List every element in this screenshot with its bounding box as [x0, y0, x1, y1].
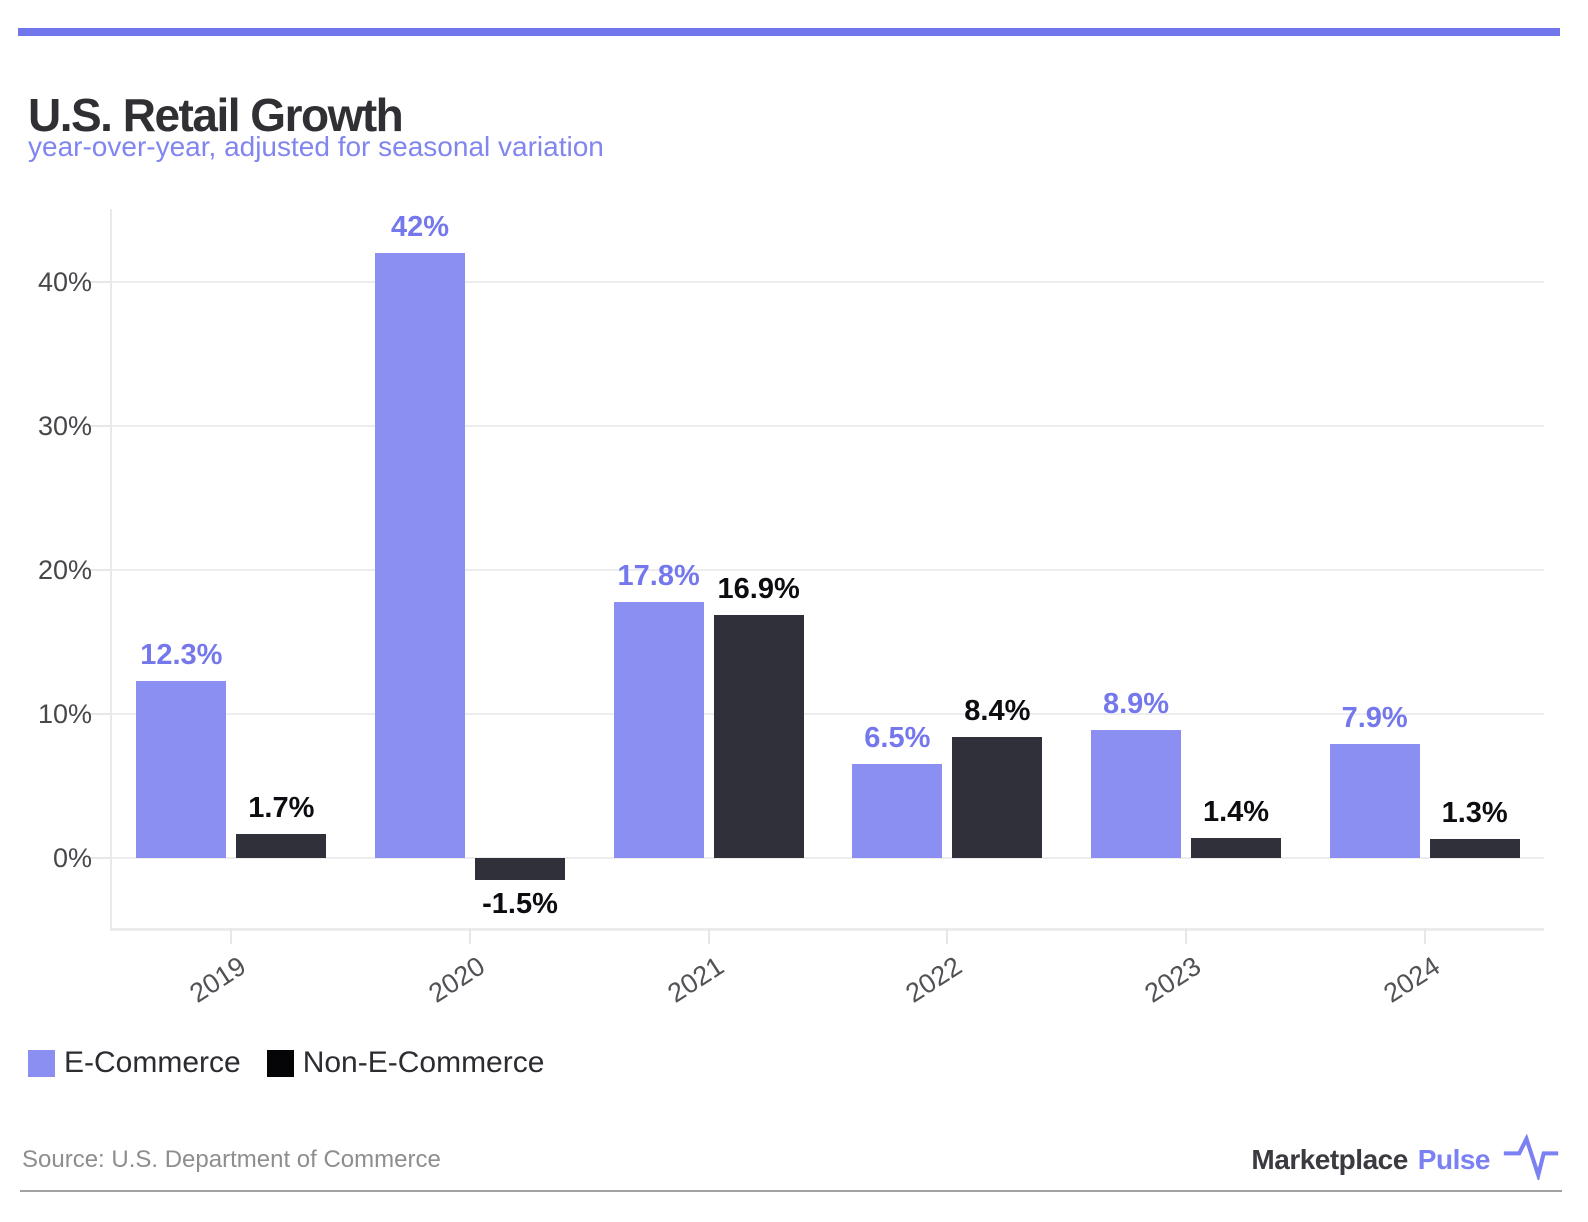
brand-suffix: Pulse — [1417, 1143, 1491, 1175]
x-axis-label-2021: 2021 — [662, 950, 729, 1009]
bar-e-commerce-2024[interactable] — [1329, 744, 1420, 858]
legend: E-Commerce Non-E-Commerce — [28, 1046, 544, 1080]
gridline-20% — [112, 569, 1544, 571]
value-label-e-commerce-2019: 12.3% — [140, 638, 223, 671]
bar-non-e-commerce-2022[interactable] — [952, 737, 1043, 858]
y-axis-label-20%: 20% — [37, 555, 92, 585]
bar-non-e-commerce-2020[interactable] — [475, 858, 565, 880]
y-axis-tick-40% — [88, 281, 110, 283]
x-axis-label-2022: 2022 — [900, 950, 968, 1009]
page-title: U.S. Retail Growth — [28, 88, 404, 141]
legend-item-e-commerce[interactable]: E-Commerce — [28, 1046, 241, 1080]
x-axis-label-2020: 2020 — [423, 950, 491, 1009]
value-label-e-commerce-2021: 17.8% — [617, 559, 700, 592]
value-label-non-e-commerce-2020: -1.5% — [482, 887, 558, 920]
bar-e-commerce-2020[interactable] — [375, 253, 465, 858]
y-axis-tick-10% — [88, 713, 110, 715]
brand-logo: Marketplace Pulse — [1251, 1133, 1560, 1185]
legend-swatch-icon — [28, 1049, 55, 1077]
gridline-10% — [112, 713, 1544, 715]
y-axis-tick-30% — [88, 425, 110, 427]
value-label-non-e-commerce-2023: 1.4% — [1202, 795, 1270, 828]
value-label-e-commerce-2023: 8.9% — [1102, 687, 1170, 720]
bar-non-e-commerce-2023[interactable] — [1191, 837, 1281, 858]
x-axis-tick-2024 — [1423, 928, 1426, 944]
source-note: Source: U.S. Department of Commerce — [22, 1146, 441, 1173]
y-axis-tick-0% — [88, 857, 110, 859]
legend-label: Non-E-Commerce — [302, 1046, 545, 1079]
y-axis-label-30%: 30% — [37, 411, 92, 441]
bar-e-commerce-2023[interactable] — [1091, 729, 1181, 858]
x-axis-label-2023: 2023 — [1139, 950, 1207, 1009]
x-axis-tick-2022 — [946, 928, 949, 944]
bar-non-e-commerce-2019[interactable] — [236, 833, 327, 858]
gridline-30% — [112, 425, 1544, 427]
value-label-e-commerce-2024: 7.9% — [1341, 702, 1408, 735]
y-axis-label-0%: 0% — [52, 843, 92, 873]
x-axis-tick-2020 — [469, 928, 471, 944]
x-axis-tick-2021 — [707, 928, 710, 944]
pulse-heartbeat-icon — [1502, 1133, 1560, 1185]
accent-bar — [18, 28, 1560, 36]
legend-swatch-icon — [266, 1049, 294, 1077]
bar-e-commerce-2019[interactable] — [136, 680, 227, 858]
value-label-e-commerce-2020: 42% — [390, 211, 450, 244]
value-label-non-e-commerce-2022: 8.4% — [964, 695, 1031, 728]
footer-divider — [20, 1190, 1562, 1192]
value-label-non-e-commerce-2021: 16.9% — [717, 572, 800, 605]
y-axis-label-40%: 40% — [37, 267, 92, 297]
gridline-0% — [112, 857, 1544, 859]
plot-area: 0% 10% 20% 30% 40% 12.3% 1.7% 2019 42% -1.5% 2020 1… — [38, 209, 1544, 1009]
x-axis-label-2024: 2024 — [1378, 950, 1445, 1009]
value-label-non-e-commerce-2019: 1.7% — [248, 791, 315, 824]
bar-non-e-commerce-2024[interactable] — [1429, 839, 1520, 858]
y-axis-label-10%: 10% — [37, 699, 92, 729]
bar-e-commerce-2021[interactable] — [613, 601, 704, 858]
gridline-40% — [112, 281, 1544, 283]
legend-item-non-e-commerce[interactable]: Non-E-Commerce — [266, 1046, 545, 1080]
x-axis-tick-2023 — [1185, 928, 1187, 944]
x-axis-tick-2019 — [230, 928, 233, 944]
legend-label: E-Commerce — [64, 1046, 241, 1079]
x-axis-label-2019: 2019 — [184, 950, 252, 1009]
value-label-non-e-commerce-2024: 1.3% — [1441, 797, 1508, 830]
bar-non-e-commerce-2021[interactable] — [713, 614, 804, 858]
bar-e-commerce-2022[interactable] — [852, 764, 943, 858]
page-subtitle: year-over-year, adjusted for seasonal va… — [28, 131, 604, 162]
brand-name: Marketplace — [1251, 1143, 1408, 1175]
y-axis-tick-20% — [88, 569, 110, 571]
value-label-e-commerce-2022: 6.5% — [864, 722, 931, 755]
